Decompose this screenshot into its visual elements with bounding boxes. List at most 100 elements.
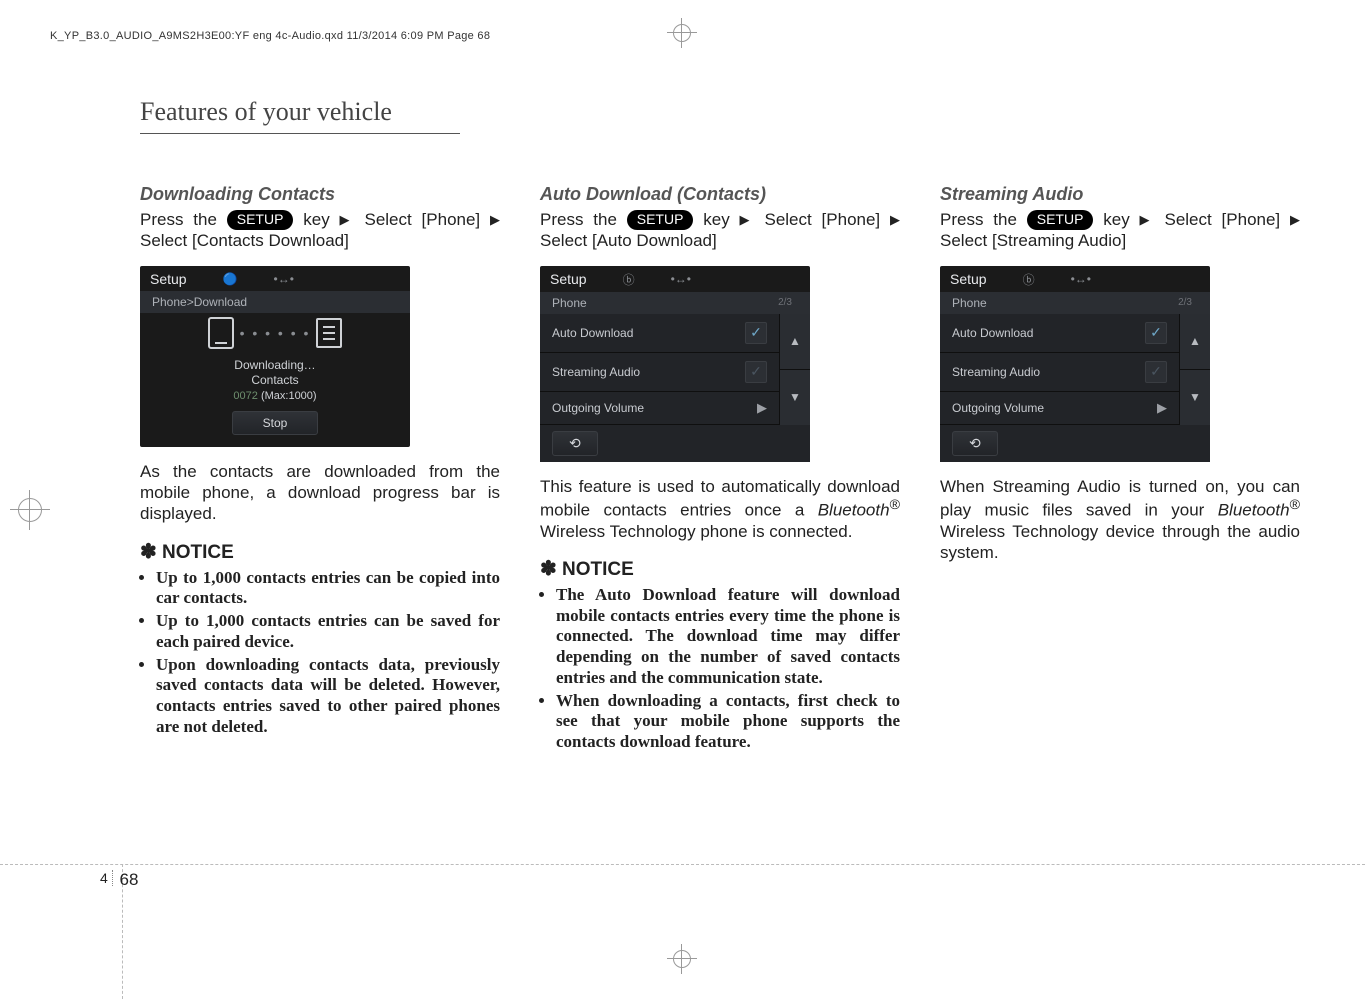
row-label: Streaming Audio [952, 365, 1040, 379]
text: key [703, 210, 729, 229]
registered-mark: ® [890, 497, 900, 513]
screenshot-download: Setup 🔵 •↔• Phone>Download • • • • • • D… [140, 266, 410, 447]
col1-instruction: Press the SETUP key ▶ Select [Phone] ▶ S… [140, 209, 500, 252]
chevron-right-icon: ▶ [740, 212, 755, 227]
signal-icon: •↔• [1071, 272, 1091, 286]
row-streaming-audio[interactable]: Streaming Audio ✓ [940, 353, 1179, 392]
text: Press the [540, 210, 627, 229]
row-auto-download[interactable]: Auto Download ✓ [940, 314, 1179, 353]
text: Select [Contacts Download] [140, 231, 349, 250]
text: Select [Phone] [764, 210, 880, 229]
screenshot-streaming: Setup ⓑ •↔• Phone 2/3 Auto Download ✓ [940, 266, 1210, 462]
list-item: Upon downloading contacts data, previous… [156, 655, 500, 738]
crop-mark-bottom [667, 944, 697, 974]
back-button[interactable]: ⟲ [952, 431, 998, 456]
text: Press the [940, 210, 1027, 229]
download-max: (Max:1000) [258, 390, 317, 402]
text: NOTICE [562, 559, 634, 580]
column-3: Streaming Audio Press the SETUP key ▶ Se… [940, 184, 1300, 755]
col1-subhead: Downloading Contacts [140, 184, 500, 205]
scroll-up-button[interactable]: ▲ [780, 314, 810, 370]
status-bar: Setup ⓑ •↔• [540, 266, 810, 292]
chapter-title: Features of your vehicle [140, 97, 460, 134]
col3-paragraph: When Streaming Audio is turned on, you c… [940, 476, 1300, 564]
setup-key-label: SETUP [227, 210, 294, 230]
back-row: ⟲ [540, 425, 810, 462]
registered-mark: ® [1290, 497, 1300, 513]
chevron-right-icon: ▶ [490, 212, 500, 227]
page-number-value: 68 [120, 870, 139, 889]
checkbox-checked-icon: ✓ [1145, 361, 1167, 383]
text: Phone [952, 296, 987, 310]
col3-instruction: Press the SETUP key ▶ Select [Phone] ▶ S… [940, 209, 1300, 252]
download-panel: • • • • • • Downloading… Contacts 0072 (… [140, 313, 410, 447]
row-outgoing-volume[interactable]: Outgoing Volume ▶ [940, 392, 1179, 425]
col1-paragraph: As the contacts are downloaded from the … [140, 461, 500, 525]
column-2: Auto Download (Contacts) Press the SETUP… [540, 184, 900, 755]
scroll-up-button[interactable]: ▲ [1180, 314, 1210, 370]
asterisk-icon: ✽ [140, 541, 157, 563]
list-item: When downloading a contacts, first check… [556, 691, 900, 753]
text: Select [Streaming Audio] [940, 231, 1126, 250]
scroll-down-button[interactable]: ▼ [780, 370, 810, 425]
columns: Downloading Contacts Press the SETUP key… [140, 184, 1320, 755]
signal-icon: •↔• [274, 272, 294, 286]
setup-key-label: SETUP [627, 210, 694, 230]
page-number: 4 68 [100, 870, 138, 890]
download-count: 0072 [233, 390, 257, 402]
screen-title: Setup [150, 271, 187, 287]
list-item: The Auto Download feature will download … [556, 585, 900, 689]
screen-title: Setup [950, 271, 987, 287]
settings-list: Auto Download ✓ Streaming Audio ✓ Outgoi… [940, 314, 1210, 425]
page: K_YP_B3.0_AUDIO_A9MS2H3E00:YF eng 4c-Aud… [0, 0, 1365, 755]
text: Wireless Technology phone is connected. [540, 522, 852, 541]
phone-icon [208, 317, 234, 349]
breadcrumb: Phone 2/3 [540, 292, 810, 314]
text: Select [Auto Download] [540, 231, 717, 250]
row-label: Streaming Audio [552, 365, 640, 379]
status-bar: Setup 🔵 •↔• [140, 266, 410, 291]
scroll-down-button[interactable]: ▼ [1180, 370, 1210, 425]
asterisk-icon: ✽ [540, 558, 557, 580]
list-item: Up to 1,000 contacts entries can be copi… [156, 568, 500, 609]
text: key [1103, 210, 1129, 229]
notice-list: Up to 1,000 contacts entries can be copi… [140, 568, 500, 738]
text: Phone [552, 296, 587, 310]
file-icon [316, 318, 342, 348]
row-streaming-audio[interactable]: Streaming Audio ✓ [540, 353, 779, 392]
row-label: Outgoing Volume [952, 401, 1044, 415]
text: Select [Phone] [364, 210, 480, 229]
screen-title: Setup [550, 271, 587, 287]
notice-list: The Auto Download feature will download … [540, 585, 900, 753]
checkbox-checked-icon: ✓ [1145, 322, 1167, 344]
fold-line-horizontal [0, 864, 1365, 865]
chevron-right-icon: ▶ [1140, 212, 1155, 227]
scroll-arrows: ▲ ▼ [1179, 314, 1210, 425]
chevron-right-icon: ▶ [890, 212, 900, 227]
stop-button[interactable]: Stop [232, 411, 319, 435]
row-outgoing-volume[interactable]: Outgoing Volume ▶ [540, 392, 779, 425]
text: Press the [140, 210, 227, 229]
bluetooth-word: Bluetooth [1218, 500, 1290, 519]
col2-paragraph: This feature is used to automatically do… [540, 476, 900, 542]
setup-key-label: SETUP [1027, 210, 1094, 230]
breadcrumb: Phone>Download [140, 291, 410, 313]
breadcrumb: Phone 2/3 [940, 292, 1210, 314]
back-button[interactable]: ⟲ [552, 431, 598, 456]
text: Contacts [140, 373, 410, 389]
signal-icon: •↔• [671, 272, 691, 286]
list-item: Up to 1,000 contacts entries can be save… [156, 611, 500, 652]
crop-mark-top [667, 18, 697, 48]
bluetooth-icon: 🔵 [223, 272, 238, 286]
text: Downloading… [140, 358, 410, 374]
row-auto-download[interactable]: Auto Download ✓ [540, 314, 779, 353]
page-indicator: 2/3 [1178, 297, 1198, 308]
download-status: Downloading… Contacts 0072 (Max:1000) [140, 358, 410, 403]
column-1: Downloading Contacts Press the SETUP key… [140, 184, 500, 755]
col2-subhead: Auto Download (Contacts) [540, 184, 900, 205]
crop-mark-left [10, 490, 50, 530]
text: Wireless Technology device through the a… [940, 522, 1300, 562]
notice-heading: ✽ NOTICE [540, 556, 900, 581]
text: Select [Phone] [1164, 210, 1280, 229]
chevron-right-icon: ▶ [757, 400, 767, 416]
